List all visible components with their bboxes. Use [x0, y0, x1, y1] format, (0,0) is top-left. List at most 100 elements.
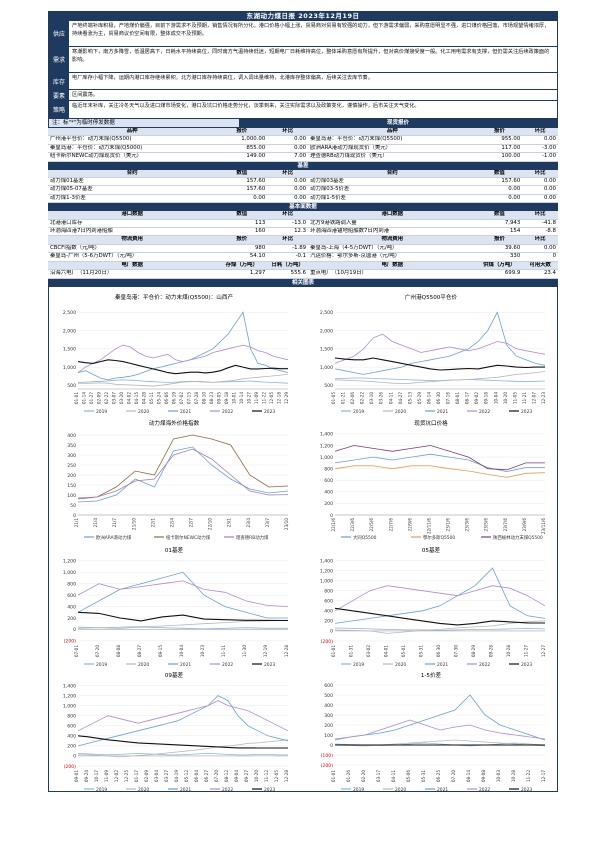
- report-title: 东湖动力煤日报 2023年12月19日: [48, 11, 558, 21]
- legend-label: 2020: [138, 661, 149, 667]
- legend-label: 2022: [222, 408, 233, 414]
- series-line: [77, 752, 288, 755]
- header-cell: 品种: [308, 128, 477, 137]
- x-tick-label: 05-31: [419, 644, 424, 657]
- chart-title: 现货坑口价格: [414, 419, 448, 427]
- table-cell: 12.3: [267, 227, 309, 237]
- y-tick-label: 1,400: [63, 683, 76, 689]
- series-line: [77, 734, 288, 749]
- table-cell: -1.00: [522, 152, 558, 162]
- x-tick-label: 10-20: [254, 769, 259, 782]
- x-tick-label: 22/11/6: [426, 517, 431, 533]
- table-cell: 23.4: [522, 269, 558, 279]
- x-tick-label: 11-22: [526, 769, 531, 782]
- section-text: 区间震荡。: [72, 92, 98, 98]
- y-tick-label: 500: [67, 383, 76, 389]
- x-tick-label: 12-29: [284, 391, 289, 404]
- series-line: [77, 378, 289, 384]
- chart-title: 秦皇岛港：平仓价：动力末煤(Q5500)：山西产: [115, 293, 234, 301]
- table-header-row: 港口数据 数值 环比 港口数据 数值 环比: [48, 211, 558, 220]
- table-cell: 动力煤03-5价差: [308, 185, 477, 195]
- x-tick-label: 10-20: [503, 391, 508, 404]
- fundamentals-band: 基本面数据: [48, 203, 558, 212]
- x-tick-label: 07-28: [194, 391, 199, 404]
- note-text: 注：标"*"为临时停发数据: [49, 119, 239, 127]
- table-cell: 0.00: [522, 194, 558, 204]
- series-line: [334, 333, 546, 364]
- x-tick-label: 21/4: [93, 517, 98, 527]
- x-tick-label: 11-09: [104, 769, 109, 782]
- x-tick-label: 08-12: [224, 769, 229, 782]
- x-tick-label: 23/7/6: [503, 517, 508, 531]
- x-tick-label: 12-28: [284, 644, 289, 657]
- x-tick-label: 12-05: [274, 769, 279, 782]
- table-row: 北港港口库存 113 -13.0 北方9港铁路调入量 7,943 -41.8: [48, 219, 558, 229]
- x-tick-label: 06-14: [426, 391, 431, 404]
- chart-title: 01基差: [165, 546, 184, 554]
- legend-label: 2021: [180, 661, 191, 667]
- x-tick-label: 22/5/6: [369, 517, 374, 531]
- legend-label: 2023: [264, 408, 275, 414]
- table-cell: 157.60: [216, 185, 268, 195]
- series-line: [77, 611, 289, 621]
- table-row: 广州港平仓价：动力末煤(Q5500) 1,000.00 0.00 秦皇岛港：平仓价：动…: [48, 135, 558, 145]
- y-tick-label: 400: [324, 608, 333, 614]
- x-tick-label: 06-30: [436, 391, 441, 404]
- x-tick-label: 04-27: [398, 391, 403, 404]
- x-tick-label: 02-20: [361, 769, 366, 782]
- y-tick-label: (200): [64, 638, 77, 644]
- legend-label: 2019: [96, 408, 107, 414]
- chart-svg: 广州港Q5500平仓价 2,500 2,000 1,500 1,000 500 01-05 0…: [320, 293, 546, 415]
- x-tick-label: 12-07: [531, 391, 536, 404]
- header-cell: 数值: [216, 211, 268, 220]
- x-tick-label: 11-21: [522, 391, 527, 404]
- section-label: 要素: [49, 90, 69, 100]
- table-cell: CBCFI指数（元/吨）: [48, 244, 217, 254]
- legend-label: 2022: [479, 408, 490, 414]
- legend-label: 2019: [353, 786, 364, 792]
- x-tick-label: 10-23: [200, 644, 205, 657]
- y-tick-label: 1,200: [320, 443, 333, 449]
- table-cell: -41.8: [522, 219, 558, 229]
- legend-label: 2021: [437, 786, 448, 792]
- series-line: [77, 434, 289, 499]
- table-cell: -3.00: [522, 144, 558, 154]
- x-tick-label: 02-06: [350, 391, 355, 404]
- table-cell: 855.00: [216, 144, 268, 154]
- x-tick-label: 08-27: [137, 644, 142, 657]
- table-cell: 0.00: [476, 185, 523, 195]
- series-line: [334, 444, 545, 470]
- x-tick-label: 21/10: [131, 517, 136, 529]
- x-tick-label: 12-23: [541, 391, 546, 404]
- x-tick-label: 08-17: [465, 391, 470, 404]
- x-tick-label: 10-28: [511, 769, 516, 782]
- chart-title: 09基差: [165, 671, 184, 679]
- table-header-row: 合约 数值 环比 合约 数值 环比: [48, 169, 558, 179]
- x-tick-label: 07-20: [451, 769, 456, 782]
- header-cell: 环比: [267, 169, 309, 179]
- y-tick-label: 200: [324, 722, 333, 728]
- legend-label: 2022: [479, 786, 490, 792]
- x-tick-label: 23/4: [246, 517, 251, 527]
- series-line: [334, 566, 546, 624]
- x-tick-label: 07-20: [214, 769, 219, 782]
- y-tick-label: 1,500: [63, 346, 76, 352]
- chart-title: 动力煤海外价格指数: [149, 419, 200, 427]
- y-tick-label: 200: [324, 618, 333, 624]
- table-cell: 0.00: [522, 185, 558, 195]
- chart-svg: 09基差1,4001,2001,0008006004002000(200)09-…: [63, 671, 289, 793]
- chart: 01基差 1,200 1,000 800 600 400 200 0 (200) 07-01 07-…: [54, 544, 294, 669]
- chart: 广州港Q5500平仓价 2,500 2,000 1,500 1,000 500 01-05 0…: [311, 291, 551, 416]
- header-cell: 环比: [522, 235, 558, 245]
- x-tick-label: 10-01: [232, 391, 237, 404]
- x-tick-label: 09-01: [74, 769, 79, 782]
- x-tick-label: 06-27: [204, 769, 209, 782]
- table-header-row: 电厂数据 存煤（万吨） 日耗（万吨） 电厂数据 供煤（万吨） 可用天数: [48, 261, 558, 271]
- table-cell: 0.00: [267, 177, 309, 187]
- y-tick-label: 500: [324, 383, 333, 389]
- header-cell: 港口数据: [308, 211, 477, 220]
- table-cell: 7,943: [476, 219, 523, 229]
- x-tick-label: 23/3/6: [465, 517, 470, 531]
- x-tick-label: 08-10: [202, 391, 207, 404]
- header-cell: 存煤（万吨）: [216, 261, 268, 271]
